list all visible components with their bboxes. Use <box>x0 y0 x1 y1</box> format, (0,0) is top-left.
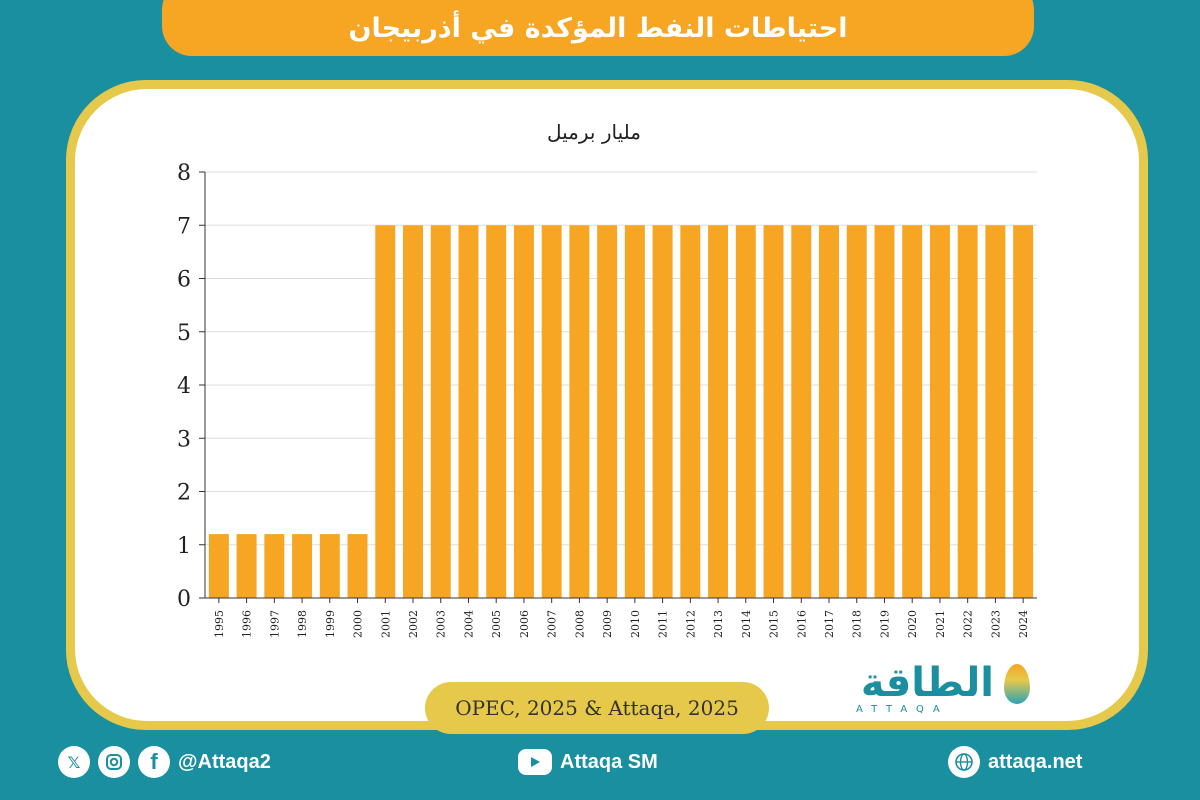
x-tick-label: 2005 <box>490 610 503 638</box>
x-tick-label: 2021 <box>934 610 947 638</box>
bar-2002 <box>403 225 423 598</box>
website-link[interactable]: attaqa.net <box>948 744 1082 780</box>
logo-drop-icon <box>1004 664 1030 704</box>
bar-2013 <box>708 225 729 598</box>
x-tick-label: 2001 <box>379 610 392 638</box>
x-tick-label: 2012 <box>684 610 697 638</box>
x-tick-label: 2022 <box>962 610 975 638</box>
instagram-icon[interactable] <box>98 746 130 778</box>
chart-title: احتياطات النفط المؤكدة في أذربيجان <box>348 13 848 44</box>
x-icon[interactable]: 𝕏 <box>58 746 90 778</box>
bar-2018 <box>846 225 867 598</box>
y-tick-label: 4 <box>177 374 191 399</box>
facebook-icon[interactable]: f <box>138 746 170 778</box>
x-tick-label: 2019 <box>878 610 891 638</box>
x-tick-label: 2015 <box>768 610 781 638</box>
bar-2011 <box>652 225 673 598</box>
title-banner: احتياطات النفط المؤكدة في أذربيجان <box>162 0 1034 56</box>
x-tick-label: 2004 <box>462 610 475 638</box>
x-tick-labels: 1995 1996 1997 1998 1999 2000 2001 2002 2003 2004… <box>213 598 1030 638</box>
grid-lines <box>199 171 1037 599</box>
bar-2023 <box>985 225 1006 598</box>
y-tick-labels: 0 1 2 3 4 5 6 7 8 <box>177 161 191 612</box>
x-tick-label: 1999 <box>324 610 337 638</box>
bar-2007 <box>541 225 562 598</box>
website-label[interactable]: attaqa.net <box>988 750 1083 773</box>
x-tick-label: 2008 <box>573 610 586 638</box>
x-tick-label: 2016 <box>795 610 808 638</box>
youtube-icon[interactable] <box>518 749 552 775</box>
bar-2001 <box>375 225 396 598</box>
logo-latin: ATTAQA <box>856 704 949 715</box>
y-tick-label: 2 <box>177 481 191 506</box>
x-tick-label: 2010 <box>629 610 642 638</box>
bar-1996 <box>236 534 257 598</box>
bar-2010 <box>624 225 645 598</box>
bar-2017 <box>819 225 839 598</box>
x-tick-label: 2000 <box>352 610 365 638</box>
y-tick-label: 7 <box>177 214 191 239</box>
bars <box>208 225 1034 598</box>
y-tick-label: 0 <box>177 587 191 612</box>
x-tick-label: 1996 <box>241 610 254 638</box>
bar-2016 <box>791 225 812 598</box>
bar-1998 <box>292 534 313 598</box>
bar-2009 <box>597 225 618 598</box>
x-tick-label: 2023 <box>989 610 1002 638</box>
x-tick-label: 2003 <box>435 610 448 638</box>
source-text: OPEC, 2025 & Attaqa, 2025 <box>455 696 739 720</box>
bar-2020 <box>902 225 923 598</box>
bar-2003 <box>430 225 451 598</box>
bar-2021 <box>929 225 950 598</box>
y-tick-label: 8 <box>177 161 191 186</box>
bar-2000 <box>347 534 368 598</box>
logo-arabic: الطاقة <box>860 660 994 706</box>
bar-2012 <box>680 225 701 598</box>
y-tick-label: 6 <box>177 268 191 293</box>
x-tick-label: 2011 <box>657 610 670 638</box>
bar-2005 <box>486 225 507 598</box>
x-tick-label: 2020 <box>906 610 919 638</box>
x-tick-label: 2007 <box>546 610 559 638</box>
x-tick-label: 1997 <box>268 610 281 638</box>
y-axis-label: مليار برميل <box>547 120 641 144</box>
youtube-link[interactable]: Attaqa SM <box>518 744 658 780</box>
x-tick-label: 2009 <box>601 610 614 638</box>
y-tick-label: 5 <box>177 321 191 346</box>
x-tick-label: 1995 <box>213 610 226 638</box>
bar-2022 <box>957 225 978 598</box>
x-tick-label: 1998 <box>296 610 309 638</box>
x-tick-label: 2017 <box>823 610 836 638</box>
x-tick-label: 2006 <box>518 610 531 638</box>
youtube-label[interactable]: Attaqa SM <box>560 750 658 773</box>
bar-2004 <box>458 225 479 598</box>
x-tick-label: 2002 <box>407 610 420 638</box>
bar-1997 <box>264 534 285 598</box>
y-tick-label: 1 <box>177 534 191 559</box>
attaqa-logo: الطاقة ATTAQA <box>838 660 1034 720</box>
source-pill: OPEC, 2025 & Attaqa, 2025 <box>425 682 769 734</box>
bar-1995 <box>208 534 229 598</box>
bar-1999 <box>319 534 340 598</box>
x-tick-label: 2018 <box>851 610 864 638</box>
bar-2019 <box>874 225 895 598</box>
social-handle[interactable]: @Attaqa2 <box>178 750 271 773</box>
x-tick-label: 2014 <box>740 610 753 638</box>
bar-2024 <box>1013 225 1034 598</box>
x-tick-label: 2013 <box>712 610 725 638</box>
bar-2014 <box>735 225 756 598</box>
y-tick-label: 3 <box>177 427 191 452</box>
social-links: 𝕏 f @Attaqa2 <box>58 744 271 780</box>
globe-icon[interactable] <box>948 746 980 778</box>
bar-2008 <box>569 225 590 598</box>
bar-2006 <box>513 225 534 598</box>
x-tick-label: 2024 <box>1017 610 1030 638</box>
bar-2015 <box>763 225 784 598</box>
